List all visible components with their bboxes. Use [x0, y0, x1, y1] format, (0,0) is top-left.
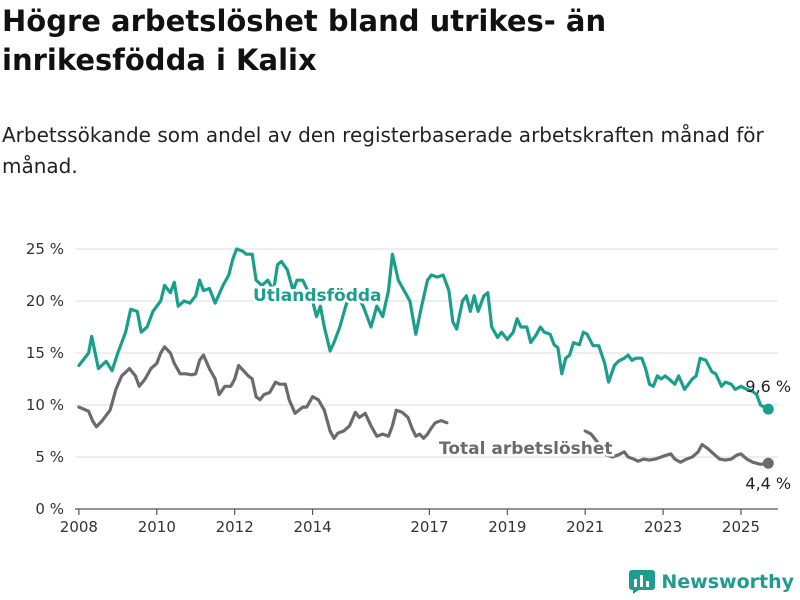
series-line: [77, 345, 449, 440]
x-tick-label: 2017: [410, 518, 448, 536]
y-tick-label: 0 %: [35, 500, 64, 518]
y-axis-ticks: 0 % 5 % 10 % 15 % 20 % 25 %: [26, 240, 64, 518]
y-tick-label: 15 %: [26, 344, 64, 362]
x-tick-label: 2021: [566, 518, 604, 536]
series-end-value-label: 4,4 %: [745, 474, 791, 493]
x-tick-label: 2023: [644, 518, 682, 536]
series-name-label: Utlandsfödda: [253, 286, 382, 306]
x-tick-label: 2025: [722, 518, 760, 536]
series-end-value-label: 9,6 %: [745, 377, 791, 396]
newsworthy-logo-text: Newsworthy: [661, 571, 794, 593]
series-end-point: [762, 457, 774, 469]
x-tick-label: 2014: [293, 518, 331, 536]
newsworthy-logo: Newsworthy: [629, 570, 794, 594]
series-labels: 9,6 % 4,4 % Utlandsfödda Total arbetslöshet: [251, 284, 792, 494]
series-lines: [77, 247, 774, 469]
chart-title: Högre arbetslöshet bland utrikes- än inr…: [2, 4, 607, 77]
x-axis-ticks: 2008 2010 2012 2014 2017 2019 2021 2023 2025: [60, 509, 760, 536]
series-line: [583, 429, 770, 466]
y-tick-label: 20 %: [26, 292, 64, 310]
x-tick-label: 2008: [60, 518, 98, 536]
series-line: [77, 247, 770, 411]
series-name-label: Total arbetslöshet: [439, 439, 613, 459]
x-tick-label: 2012: [216, 518, 254, 536]
x-tick-label: 2010: [138, 518, 176, 536]
x-tick-label: 2019: [488, 518, 526, 536]
y-tick-label: 5 %: [35, 448, 64, 466]
series-end-point: [762, 403, 774, 415]
newsworthy-logo-icon: [629, 570, 656, 594]
y-tick-label: 25 %: [26, 240, 64, 258]
y-tick-label: 10 %: [26, 396, 64, 414]
chart-subtitle: Arbetssökande som andel av den registerb…: [2, 123, 764, 178]
